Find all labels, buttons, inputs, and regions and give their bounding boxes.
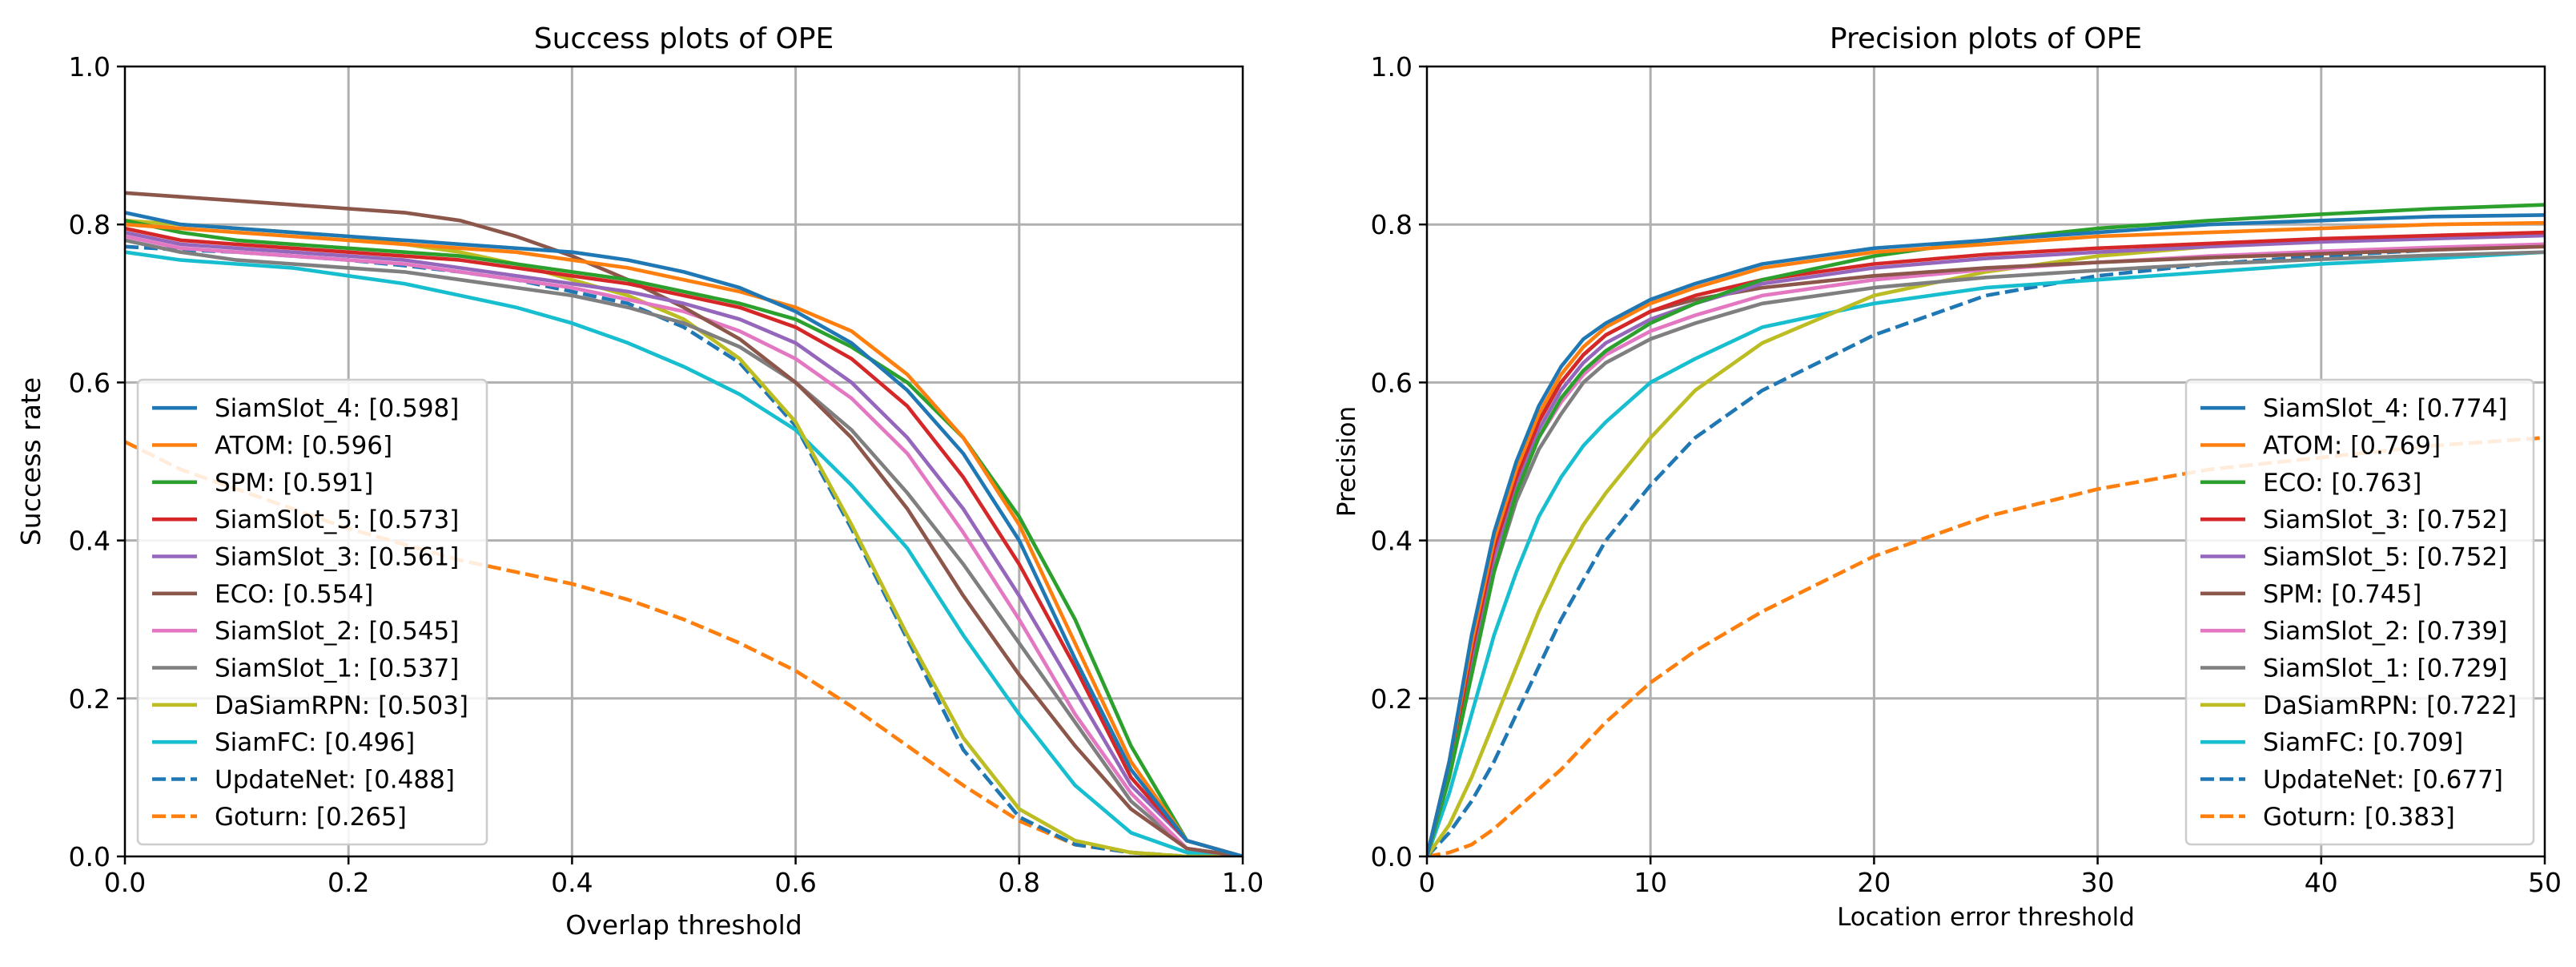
success-plot-series-siamfc (125, 250, 1243, 856)
precision-plot-legend-entry: SiamFC: [0.709] (2263, 728, 2463, 757)
success-plot-x-tick-label: 0.8 (999, 867, 1040, 898)
precision-plot-title: Precision plots of OPE (1830, 22, 2142, 55)
precision-plot-y-axis-label: Precision (1332, 406, 1361, 517)
success-plot-legend-entry: SiamSlot_5: [0.573] (215, 506, 459, 534)
success-plot-y-tick-label: 0.6 (69, 367, 111, 398)
success-plot-series-siamslot-4 (125, 211, 1243, 856)
precision-plot-legend-entry: SiamSlot_4: [0.774] (2263, 394, 2507, 423)
success-plot-y-axis-label: Success rate (15, 377, 46, 546)
precision-plot-ticks: 0 10 20 30 40 50 0.0 0.2 0.4 0.6 0.8 1.0 (1371, 51, 2562, 898)
success-plot-legend-entry: ATOM: [0.596] (215, 432, 392, 461)
success-plot-legend-entry: ECO: [0.554] (215, 580, 373, 609)
precision-plot-y-tick-label: 0.6 (1371, 367, 1413, 398)
precision-plot-y-tick-label: 1.0 (1371, 51, 1413, 83)
success-plot-legend-entry: SiamSlot_4: [0.598] (215, 394, 459, 423)
success-plot-y-tick-label: 1.0 (69, 51, 111, 83)
success-plot-x-tick-label: 0.4 (551, 867, 593, 898)
precision-plot-x-tick-label: 0 (1419, 867, 1436, 898)
precision-plot-legend-entry: SiamSlot_2: [0.739] (2263, 617, 2507, 646)
precision-plot-panel: 0 10 20 30 40 50 0.0 0.2 0.4 0.6 0.8 1.0 Precision … (1332, 22, 2562, 932)
success-plot-x-axis-label: Overlap threshold (565, 909, 802, 941)
precision-plot-y-tick-label: 0.8 (1371, 209, 1413, 240)
precision-plot-legend-frame (2184, 378, 2535, 846)
success-plot-ticks: 0.0 0.2 0.4 0.6 0.8 1.0 0.0 0.2 0.4 0.6 0.8 1.0 (69, 51, 1264, 898)
precision-plot-series-siamslot-4 (1427, 213, 2545, 856)
precision-plot-series-updatenet (1427, 242, 2545, 856)
precision-plot-legend-entry: ATOM: [0.769] (2263, 432, 2441, 461)
success-plot-series-atom (125, 222, 1243, 856)
success-plot-x-tick-label: 0.6 (774, 867, 816, 898)
precision-plot-legend-entry: UpdateNet: [0.677] (2263, 766, 2503, 795)
success-plot-y-tick-label: 0.2 (69, 683, 111, 715)
success-plot-legend: SiamSlot_4: [0.598] ATOM: [0.596] SPM: [0.… (136, 378, 488, 846)
precision-plot-legend-entry: SiamSlot_5: [0.752] (2263, 543, 2507, 572)
precision-plot-legend-entry: ECO: [0.763] (2263, 469, 2421, 498)
success-plot-series-siamslot-2 (125, 234, 1243, 856)
precision-plot-series-eco (1427, 203, 2545, 856)
precision-plot-x-tick-label: 50 (2528, 867, 2562, 898)
success-plot-legend-entry: SiamSlot_1: [0.537] (215, 655, 459, 683)
success-plot-legend-entry: Goturn: [0.265] (215, 803, 407, 832)
precision-plot-legend: SiamSlot_4: [0.774] ATOM: [0.769] ECO: [0.… (2184, 378, 2535, 846)
success-plot-title: Success plots of OPE (534, 22, 834, 55)
success-plot-y-tick-label: 0.0 (69, 841, 111, 872)
success-plot-legend-entry: UpdateNet: [0.488] (215, 766, 455, 795)
success-plot-legend-entry: SiamSlot_2: [0.545] (215, 617, 459, 646)
success-plot-x-tick-label: 0.2 (328, 867, 369, 898)
precision-plot-x-tick-label: 10 (1634, 867, 1667, 898)
precision-plot-x-axis-label: Location error threshold (1837, 903, 2135, 932)
precision-plot-y-tick-label: 0.0 (1371, 841, 1413, 872)
precision-plot-x-tick-label: 30 (2081, 867, 2115, 898)
precision-plot-series-siamfc (1427, 250, 2545, 856)
success-plot-series-siamslot-5 (125, 226, 1243, 856)
precision-plot-y-tick-label: 0.4 (1371, 526, 1413, 557)
success-plot-series-updatenet (125, 244, 1243, 856)
success-plot-series-siamslot-3 (125, 230, 1243, 856)
success-plot-legend-entry: DaSiamRPN: [0.503] (215, 691, 468, 720)
precision-plot-y-tick-label: 0.2 (1371, 683, 1413, 715)
precision-plot-x-tick-label: 20 (1857, 867, 1891, 898)
precision-plot-legend-entry: Goturn: [0.383] (2263, 803, 2455, 832)
success-plot-legend-entry: SiamSlot_3: [0.561] (215, 543, 459, 572)
success-plot-legend-entry: SPM: [0.591] (215, 469, 373, 498)
precision-plot-legend-entry: SiamSlot_1: [0.729] (2263, 655, 2507, 683)
success-plot-axes-frame (123, 65, 1244, 858)
precision-plot-series (1427, 203, 2545, 856)
success-plot-y-tick-label: 0.8 (69, 209, 111, 240)
success-plot-legend-entry: SiamFC: [0.496] (215, 728, 415, 757)
success-plot-legend-frame (136, 378, 488, 846)
precision-plot-x-tick-label: 40 (2305, 867, 2338, 898)
success-plot-series-spm (125, 219, 1243, 856)
success-plot-series-siamslot-1 (125, 238, 1243, 856)
precision-plot-legend-entry: SPM: [0.745] (2263, 580, 2421, 609)
success-plot-series (125, 191, 1243, 856)
success-plot-panel: 0.0 0.2 0.4 0.6 0.8 1.0 0.0 0.2 0.4 0.6 0.8 1.0 Suc… (15, 22, 1264, 941)
precision-plot-legend-entry: SiamSlot_3: [0.752] (2263, 506, 2507, 534)
success-plot-y-tick-label: 0.4 (69, 526, 111, 557)
success-plot-x-tick-label: 0.0 (104, 867, 146, 898)
success-plot-series-eco (125, 191, 1243, 856)
precision-plot-axes-frame (1425, 65, 2546, 858)
success-plot-x-tick-label: 1.0 (1222, 867, 1264, 898)
precision-plot-legend-entry: DaSiamRPN: [0.722] (2263, 691, 2517, 720)
